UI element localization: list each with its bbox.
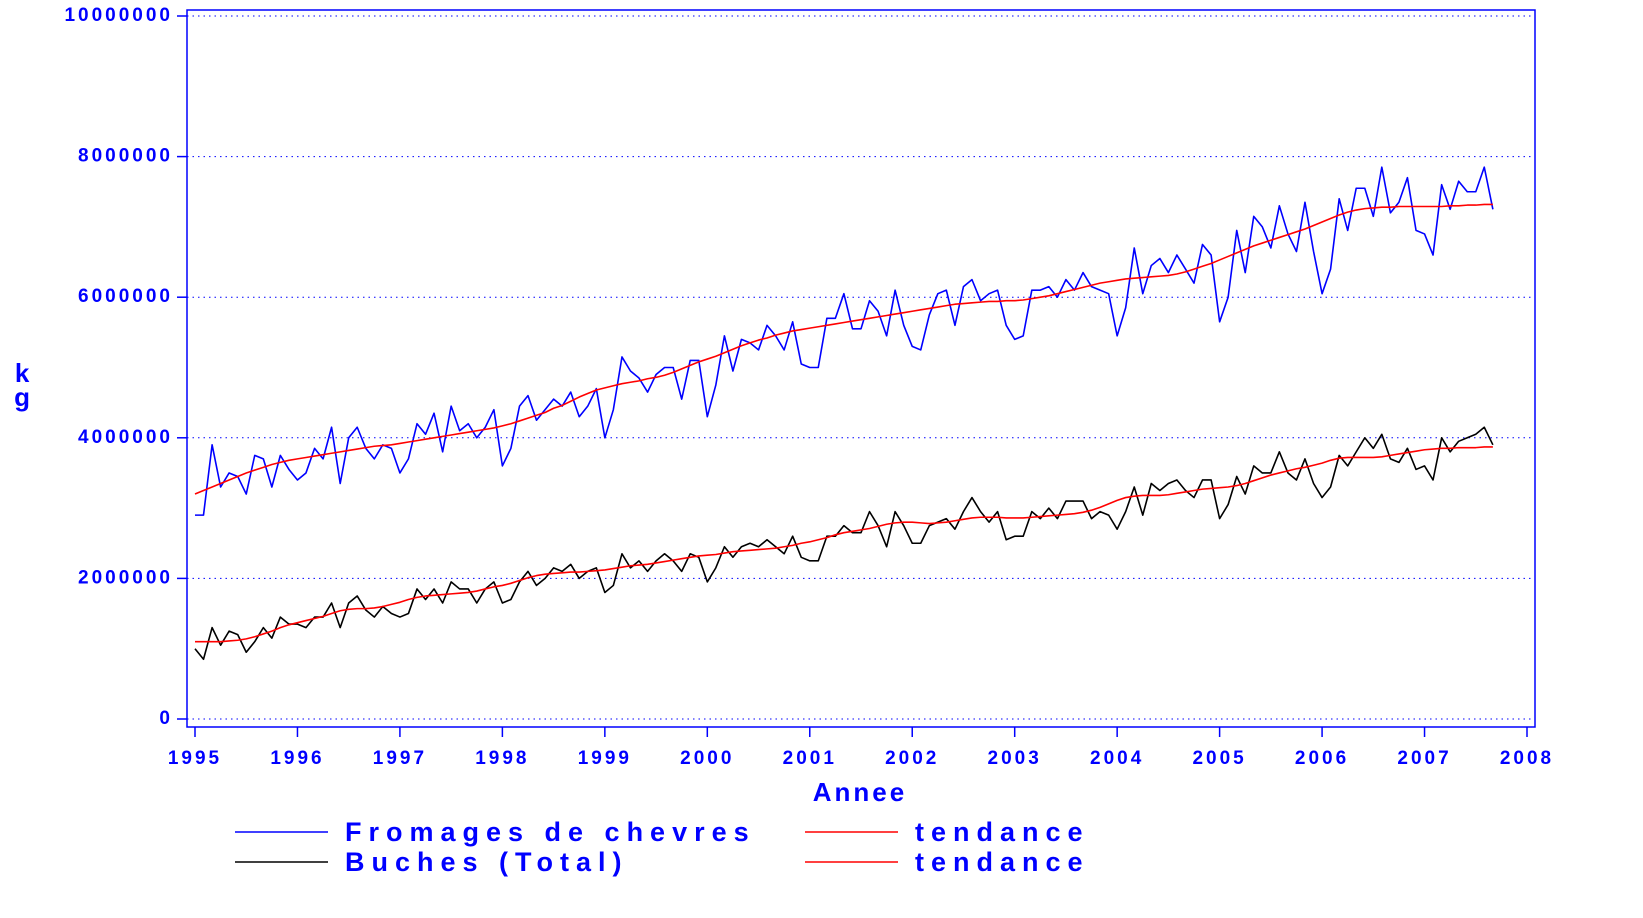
y-tick-label: 0 (159, 708, 173, 729)
series-line (194, 426, 1494, 661)
x-tick-label: 2008 (1500, 748, 1554, 769)
y-tick-label: 6000000 (78, 286, 173, 307)
x-tick-label: 2006 (1295, 748, 1349, 769)
y-axis-title: kg (7, 358, 37, 411)
x-tick-label: 2002 (885, 748, 939, 769)
x-tick-label: 1998 (475, 748, 529, 769)
legend-label: tendance (915, 817, 1090, 847)
x-tick-label: 2003 (988, 748, 1042, 769)
legend-label: Fromages de chevres (345, 817, 756, 847)
x-tick-label: 2004 (1090, 748, 1144, 769)
x-tick-label: 1999 (578, 748, 632, 769)
x-tick-label: 2000 (680, 748, 734, 769)
series-line (195, 166, 1494, 516)
x-tick-label: 2005 (1192, 748, 1246, 769)
y-tick-label: 10000000 (64, 5, 173, 26)
series-line (194, 203, 1493, 495)
series-line (195, 446, 1493, 643)
y-tick-label: 4000000 (78, 427, 173, 448)
x-axis-title: Annee (813, 777, 907, 807)
x-tick-label: 2001 (783, 748, 837, 769)
y-tick-label: 8000000 (78, 146, 173, 167)
legend-label: tendance (915, 847, 1090, 877)
y-tick-label: 2000000 (78, 567, 173, 588)
legend-label: Buches (Total) (345, 847, 629, 877)
x-tick-label: 1995 (168, 748, 222, 769)
plot-frame (186, 9, 1536, 728)
x-tick-label: 2007 (1397, 748, 1451, 769)
x-tick-label: 1996 (270, 748, 324, 769)
x-tick-label: 1997 (373, 748, 427, 769)
